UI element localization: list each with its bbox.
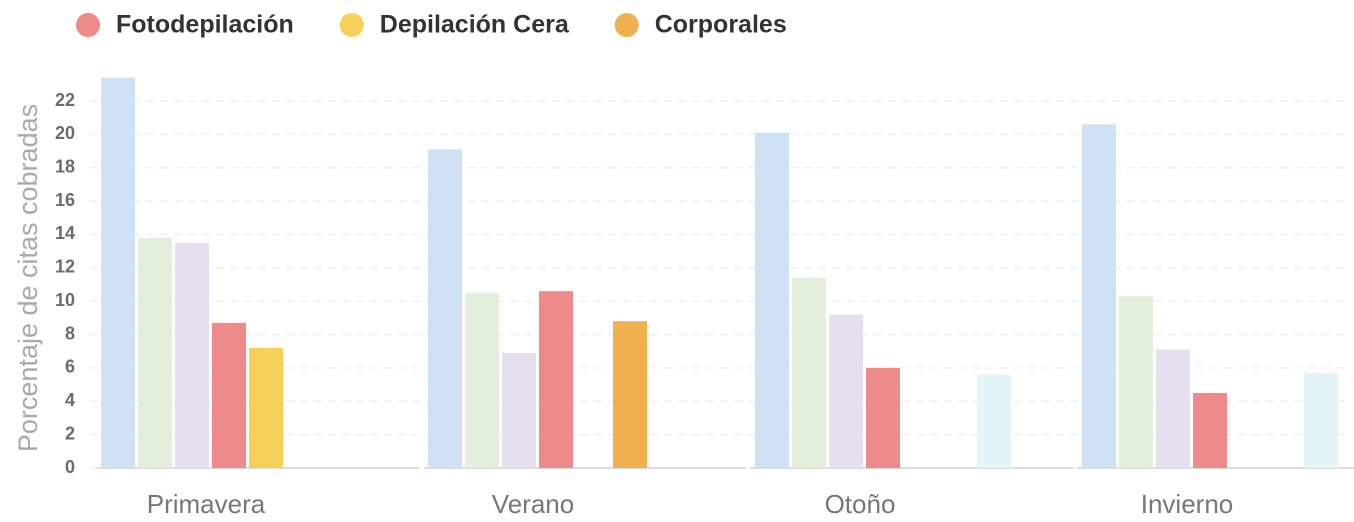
x-tick-label: Verano — [492, 489, 574, 519]
y-tick-label: 2 — [65, 423, 75, 443]
legend-label: Depilación Cera — [380, 11, 570, 39]
y-tick-label: 16 — [55, 190, 75, 210]
y-tick-label: 18 — [55, 156, 75, 176]
bar — [755, 132, 789, 468]
bar — [101, 77, 135, 468]
bar — [866, 367, 900, 468]
bar — [829, 314, 863, 468]
bar — [138, 237, 172, 468]
bar — [502, 352, 536, 468]
bar — [1119, 296, 1153, 468]
bar — [977, 374, 1011, 468]
x-tick-label: Primavera — [147, 489, 266, 519]
y-tick-label: 14 — [55, 223, 75, 243]
legend-label: Fotodepilación — [116, 11, 294, 39]
legend-label: Corporales — [655, 11, 787, 39]
bar — [1304, 372, 1338, 468]
x-tick-label: Otoño — [825, 489, 896, 519]
y-tick-label: 6 — [65, 357, 75, 377]
bar — [249, 347, 283, 468]
legend-swatch — [614, 13, 639, 37]
y-tick-label: 20 — [55, 123, 75, 143]
x-tick-label: Invierno — [1141, 489, 1234, 519]
y-tick-label: 0 — [65, 457, 75, 477]
bar — [1082, 124, 1116, 469]
bar — [613, 321, 647, 468]
y-axis-label: Porcentaje de citas cobradas — [13, 104, 43, 452]
bar — [175, 242, 209, 468]
y-tick-label: 22 — [55, 90, 75, 110]
legend-swatch — [339, 13, 364, 37]
bar — [539, 291, 573, 468]
y-tick-label: 10 — [55, 290, 75, 310]
bar — [428, 149, 462, 468]
bar — [792, 277, 826, 468]
bar — [1156, 349, 1190, 468]
legend-swatch — [76, 13, 100, 37]
y-tick-label: 12 — [55, 257, 75, 277]
y-tick-label: 8 — [65, 323, 75, 343]
bar — [212, 322, 246, 468]
y-tick-label: 4 — [65, 390, 75, 410]
bar — [465, 292, 499, 468]
bar — [1193, 392, 1227, 468]
